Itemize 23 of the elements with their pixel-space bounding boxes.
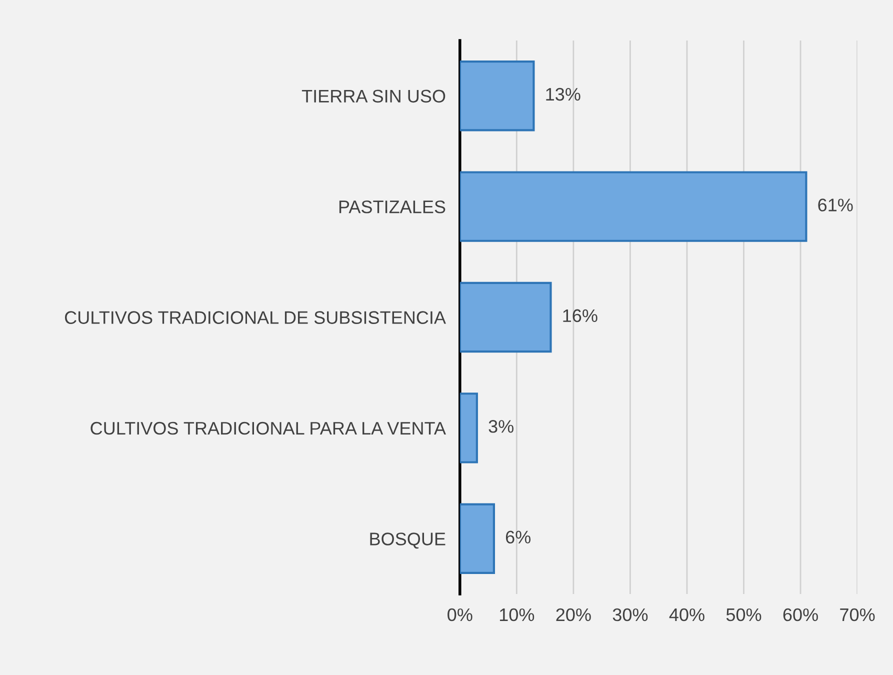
y-tick-label: PASTIZALES bbox=[339, 200, 446, 214]
x-tick-label: 60% bbox=[783, 608, 818, 622]
y-tick-label: CULTIVOS TRADICIONAL DE SUBSISTENCIA bbox=[64, 311, 446, 324]
x-tick-label: 30% bbox=[612, 608, 648, 622]
data-label: 13% bbox=[546, 88, 580, 101]
bar bbox=[460, 171, 808, 242]
y-tick-label: TIERRA SIN USO bbox=[302, 90, 446, 103]
x-tick-label: 0% bbox=[448, 608, 472, 622]
data-label: 61% bbox=[818, 198, 853, 212]
x-tick-label: 20% bbox=[556, 608, 591, 622]
bar bbox=[460, 282, 552, 353]
bar bbox=[460, 60, 535, 132]
x-tick-label: 70% bbox=[840, 608, 875, 622]
bar bbox=[460, 392, 478, 464]
x-tick-label: 40% bbox=[669, 608, 704, 622]
data-label: 16% bbox=[563, 309, 598, 322]
x-tick-label: 10% bbox=[500, 608, 534, 622]
bar bbox=[460, 503, 495, 574]
x-tick-label: 50% bbox=[726, 608, 762, 622]
data-label: 3% bbox=[488, 420, 514, 433]
y-tick-label: CULTIVOS TRADICIONAL PARA LA VENTA bbox=[90, 422, 446, 435]
data-label: 6% bbox=[506, 530, 531, 544]
y-tick-label: BOSQUE bbox=[370, 532, 446, 549]
